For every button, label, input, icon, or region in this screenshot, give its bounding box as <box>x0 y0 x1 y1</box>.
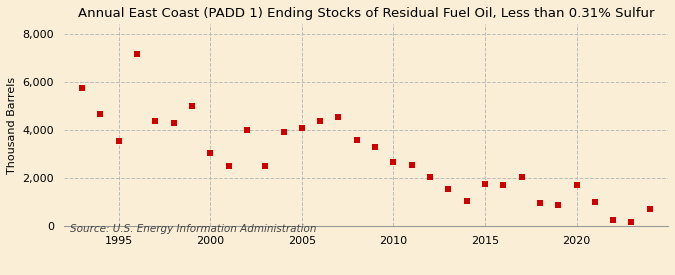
Point <box>296 125 307 130</box>
Point <box>278 130 289 134</box>
Point <box>535 201 545 206</box>
Point <box>589 200 600 204</box>
Point <box>553 202 564 207</box>
Text: Source: U.S. Energy Information Administration: Source: U.S. Energy Information Administ… <box>70 224 317 234</box>
Point <box>242 128 252 132</box>
Point <box>645 207 655 212</box>
Point <box>479 182 490 186</box>
Point <box>443 187 454 191</box>
Point <box>186 104 197 108</box>
Title: Annual East Coast (PADD 1) Ending Stocks of Residual Fuel Oil, Less than 0.31% S: Annual East Coast (PADD 1) Ending Stocks… <box>78 7 654 20</box>
Point <box>333 114 344 119</box>
Y-axis label: Thousand Barrels: Thousand Barrels <box>7 76 17 174</box>
Point <box>77 86 88 90</box>
Point <box>132 52 142 56</box>
Point <box>388 160 399 165</box>
Point <box>315 119 325 124</box>
Point <box>150 119 161 124</box>
Point <box>223 164 234 168</box>
Point <box>113 139 124 143</box>
Point <box>370 145 381 149</box>
Point <box>571 183 582 188</box>
Point <box>461 199 472 203</box>
Point <box>95 112 106 117</box>
Point <box>352 138 362 142</box>
Point <box>425 175 435 179</box>
Point <box>260 164 271 168</box>
Point <box>626 219 637 224</box>
Point <box>205 151 216 155</box>
Point <box>516 175 527 179</box>
Point <box>498 183 509 188</box>
Point <box>608 218 618 222</box>
Point <box>406 163 417 167</box>
Point <box>168 120 179 125</box>
